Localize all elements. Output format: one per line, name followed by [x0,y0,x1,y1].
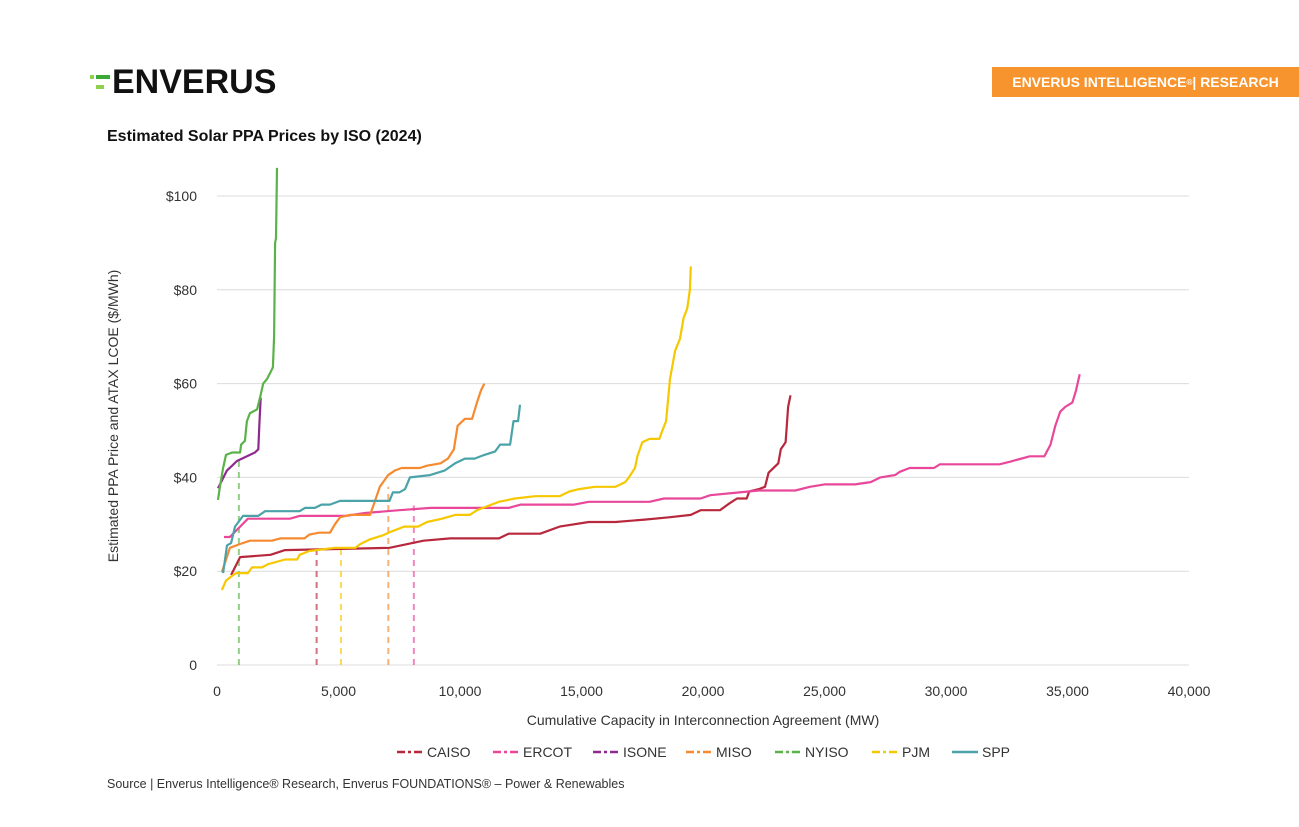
y-tick-label: $40 [174,469,198,485]
badge-suffix: | RESEARCH [1192,74,1279,90]
x-tick-label: 10,000 [439,683,482,699]
badge-text: ENVERUS INTELLIGENCE [1012,74,1187,90]
y-axis-label: Estimated PPA Price and ATAX LCOE ($/MWh… [105,270,121,563]
x-tick-label: 40,000 [1168,683,1211,699]
enverus-logo: ENVERUS [90,62,277,101]
y-tick-label: $20 [174,563,198,579]
x-tick-label: 25,000 [803,683,846,699]
research-badge: ENVERUS INTELLIGENCE ® | RESEARCH [992,67,1299,97]
series-line-isone [217,397,262,489]
series-line-nyiso [216,167,279,501]
chart-title: Estimated Solar PPA Prices by ISO (2024) [107,128,422,145]
legend-label-ercot: ERCOT [523,744,572,760]
source-note: Source | Enverus Intelligence® Research,… [107,777,625,791]
x-tick-label: 30,000 [925,683,968,699]
legend-label-nyiso: NYISO [805,744,849,760]
y-tick-label: $100 [166,188,197,204]
series-line-ercot [224,373,1081,539]
series-line-miso [220,383,486,573]
series-line-caiso [230,395,792,576]
logo-mark-icon [90,75,110,89]
x-tick-label: 5,000 [321,683,356,699]
legend-label-isone: ISONE [623,744,667,760]
series-line-spp [222,404,522,574]
y-tick-label: $60 [174,376,198,392]
legend-label-spp: SPP [982,744,1010,760]
logo-text: ENVERUS [112,62,277,101]
x-axis-label: Cumulative Capacity in Interconnection A… [527,712,879,728]
x-tick-label: 0 [213,683,221,699]
series-line-pjm [220,266,692,591]
x-tick-label: 35,000 [1046,683,1089,699]
legend-label-caiso: CAISO [427,744,471,760]
y-tick-label: 0 [189,657,197,673]
y-tick-label: $80 [174,282,198,298]
x-tick-label: 15,000 [560,683,603,699]
legend-label-miso: MISO [716,744,752,760]
legend-label-pjm: PJM [902,744,930,760]
badge-sup: ® [1186,77,1193,87]
x-tick-label: 20,000 [682,683,725,699]
